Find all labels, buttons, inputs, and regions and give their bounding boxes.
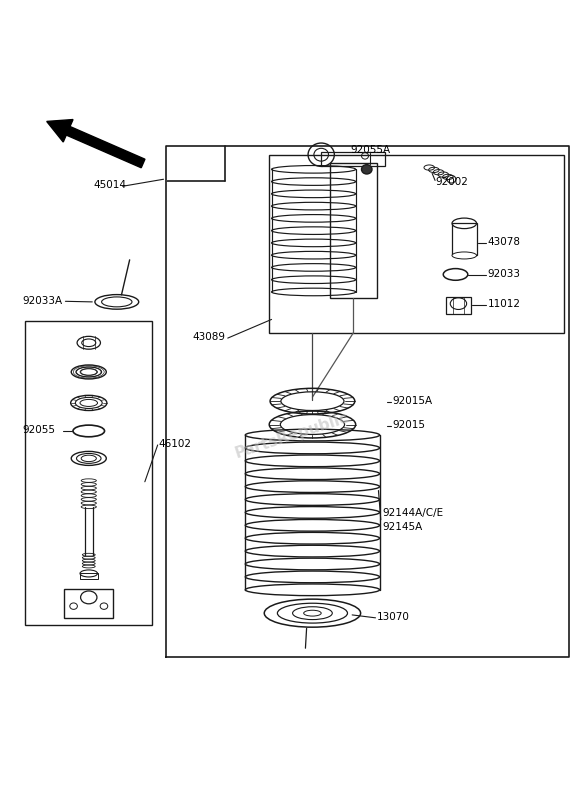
Text: 92055: 92055 xyxy=(22,426,55,435)
Text: 92144A/C/E: 92144A/C/E xyxy=(383,508,444,518)
Ellipse shape xyxy=(361,165,372,174)
Text: 43089: 43089 xyxy=(193,332,226,342)
Bar xyxy=(330,163,377,298)
Text: 43078: 43078 xyxy=(488,238,521,247)
Text: 92015A: 92015A xyxy=(392,396,433,406)
Text: 13070: 13070 xyxy=(377,612,409,622)
Text: 92015: 92015 xyxy=(392,419,426,430)
Text: PartsRepublic: PartsRepublic xyxy=(233,410,351,461)
Bar xyxy=(64,589,113,618)
Bar xyxy=(25,321,152,625)
Text: 92055A: 92055A xyxy=(350,145,391,155)
Text: 92033A: 92033A xyxy=(22,296,62,306)
Bar xyxy=(452,223,477,255)
Text: 92145A: 92145A xyxy=(383,522,423,532)
Text: 11012: 11012 xyxy=(488,299,521,310)
Text: 92002: 92002 xyxy=(435,177,468,187)
Text: 45014: 45014 xyxy=(93,179,127,190)
Bar xyxy=(446,297,471,314)
Bar xyxy=(80,574,98,579)
Text: 46102: 46102 xyxy=(159,439,192,449)
Bar xyxy=(321,152,385,166)
FancyArrow shape xyxy=(47,119,145,168)
Bar xyxy=(269,154,564,333)
Ellipse shape xyxy=(452,252,477,259)
Text: 92033: 92033 xyxy=(488,270,521,279)
